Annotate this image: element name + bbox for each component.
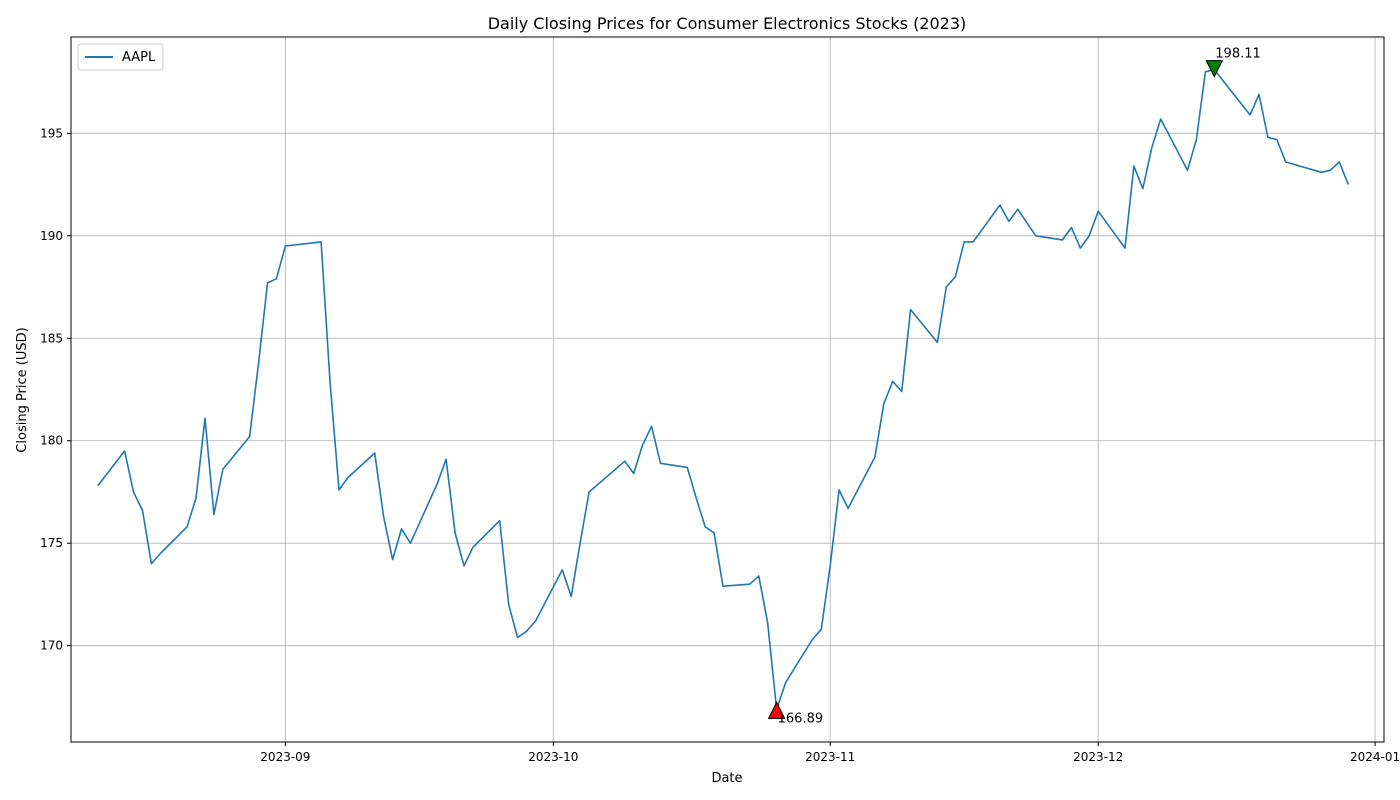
legend-box: [77, 43, 164, 71]
y-tick-label: 185: [40, 331, 63, 345]
plot-frame: [70, 36, 1385, 743]
x-axis: 2023-09 2023-10 2023-11 2023-12 2024-01: [260, 742, 1400, 764]
legend: AAPL: [77, 43, 164, 71]
series-line-aapl: [97, 68, 1350, 711]
y-tick-label: 180: [40, 434, 63, 448]
y-axis: 170 175 180 185 190 195: [40, 126, 71, 653]
annotation-layer: 198.11 166.89: [767, 47, 1261, 726]
x-tick-label: 2023-10: [528, 750, 578, 764]
series-layer: [97, 68, 1350, 711]
y-tick-label: 190: [40, 229, 63, 243]
min-value-label: 166.89: [778, 711, 824, 726]
x-tick-label: 2024-01: [1350, 750, 1400, 764]
x-axis-label: Date: [711, 771, 742, 786]
y-tick-label: 170: [40, 639, 63, 653]
y-tick-label: 195: [40, 126, 63, 140]
grid-lines: [71, 37, 1384, 742]
chart-title: Daily Closing Prices for Consumer Electr…: [488, 14, 967, 33]
y-tick-label: 175: [40, 536, 63, 550]
min-marker: [767, 701, 786, 719]
y-axis-label: Closing Price (USD): [15, 327, 30, 452]
legend-label: AAPL: [122, 50, 156, 65]
max-value-label: 198.11: [1215, 47, 1261, 62]
max-marker: [1205, 60, 1224, 78]
x-tick-label: 2023-09: [260, 750, 310, 764]
x-tick-label: 2023-11: [805, 750, 855, 764]
x-tick-label: 2023-12: [1073, 750, 1123, 764]
